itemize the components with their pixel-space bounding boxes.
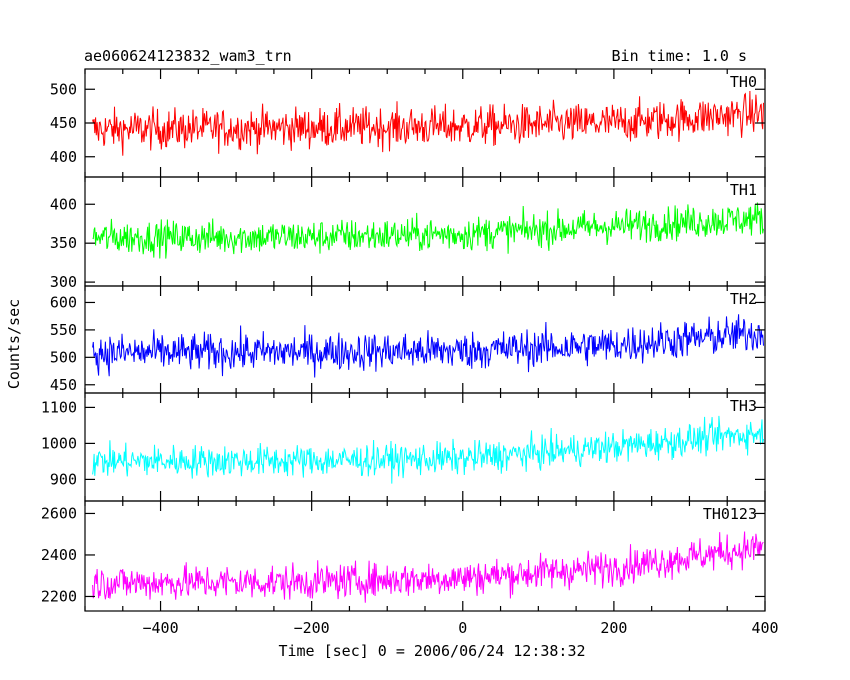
y-tick-label: 2600 [41,504,77,522]
series-line-th3 [92,415,764,484]
panel-label-th3: TH3 [730,397,757,415]
x-tick-label: −200 [294,619,330,637]
y-tick-label: 1100 [41,398,77,416]
y-tick-label: 450 [50,114,77,132]
y-axis-label: Counts/sec [5,299,23,389]
bin-time-label: Bin time: 1.0 s [612,47,747,65]
chart-title: ae060624123832_wam3_trn [84,47,292,65]
panel-th1: 300 350 400 TH1 [50,176,766,291]
series-line-th0123 [92,531,764,603]
y-tick-label: 600 [50,293,77,311]
panel-label-th1: TH1 [730,181,757,199]
y-tick-label: 500 [50,348,77,366]
panel-th0123: 2200 2400 2600 TH0123 [41,500,766,612]
panel-label-th0: TH0 [730,73,757,91]
y-tick-label: 500 [50,80,77,98]
y-tick-label: 550 [50,321,77,339]
x-tick-label: 400 [751,619,778,637]
y-tick-label: 450 [50,376,77,394]
x-tick-label: 0 [458,619,467,637]
series-line-th0 [92,90,764,156]
panel-th3: 900 1000 1100 TH3 [41,392,766,502]
y-tick-label: 400 [50,195,77,213]
x-tick-label: 200 [600,619,627,637]
panel-frame [84,392,766,502]
panel-group: 400 450 500 TH0 300 350 400 TH1 450 500 550 600 TH2 9… [41,68,779,637]
y-tick-label: 2200 [41,587,77,605]
y-tick-label: 900 [50,470,77,488]
x-tick-label: −400 [142,619,178,637]
panel-label-th2: TH2 [730,290,757,308]
y-tick-label: 300 [50,273,77,291]
series-line-th1 [92,202,764,259]
panel-th0: 400 450 500 TH0 [50,68,766,178]
series-line-th2 [92,314,764,378]
x-axis-label: Time [sec] 0 = 2006/06/24 12:38:32 [278,642,585,660]
panel-label-th0123: TH0123 [703,505,757,523]
y-tick-label: 350 [50,234,77,252]
y-tick-label: 2400 [41,546,77,564]
y-tick-label: 400 [50,148,77,166]
y-tick-label: 1000 [41,434,77,452]
panel-th2: 450 500 550 600 TH2 [50,285,766,394]
